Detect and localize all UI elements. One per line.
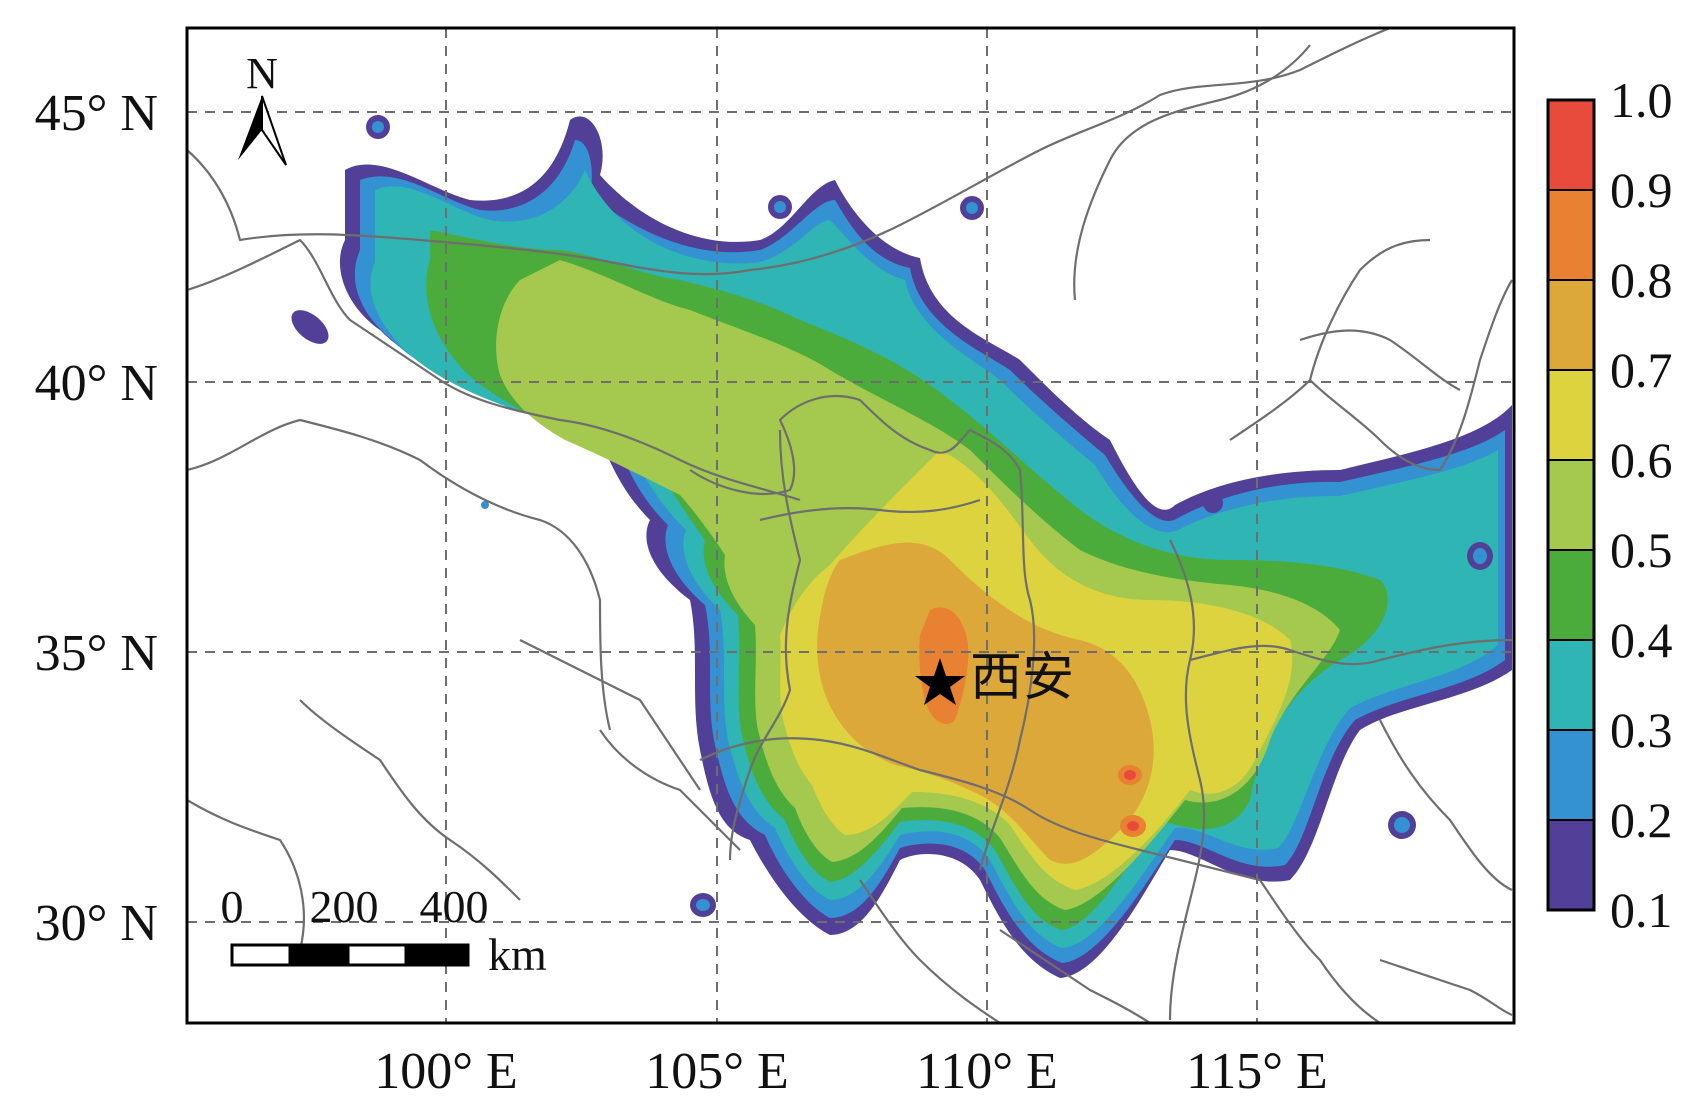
isolated-blob bbox=[1473, 548, 1487, 564]
isolated-blob bbox=[1203, 493, 1223, 513]
isolated-blob bbox=[481, 501, 489, 509]
scale-tick-200: 200 bbox=[310, 881, 379, 932]
lat-label-30n: 30° N bbox=[35, 895, 158, 952]
lon-label-100e: 100° E bbox=[374, 1043, 518, 1100]
legend-label: 0.3 bbox=[1610, 702, 1673, 758]
north-arrow-icon bbox=[238, 95, 287, 166]
isolated-blob bbox=[372, 121, 384, 133]
city-xian: 西安 bbox=[915, 650, 1074, 707]
contour-layer-0.7 bbox=[817, 542, 1154, 864]
legend-swatch bbox=[1547, 279, 1595, 371]
color-legend: 1.0 0.9 0.8 0.7 0.6 0.5 0.4 0.3 0.2 0.1 bbox=[1546, 72, 1673, 938]
legend-swatch bbox=[1547, 189, 1595, 281]
legend-label: 1.0 bbox=[1610, 72, 1673, 128]
scale-tick-0: 0 bbox=[221, 881, 244, 932]
lat-label-45n: 45° N bbox=[35, 85, 158, 142]
scale-bar: 0 200 400 km bbox=[221, 881, 548, 980]
legend-label: 0.4 bbox=[1610, 612, 1673, 668]
isolated-blob bbox=[291, 310, 329, 344]
scale-unit: km bbox=[488, 929, 547, 980]
legend-frame bbox=[1546, 98, 1596, 912]
legend-swatch bbox=[1547, 549, 1595, 641]
isolated-blob bbox=[774, 201, 786, 213]
longitude-labels: 100° E 105° E 110° E 115° E bbox=[374, 1043, 1328, 1100]
latitude-labels: 45° N 40° N 35° N 30° N bbox=[35, 85, 158, 952]
north-label: N bbox=[246, 49, 278, 98]
lon-label-105e: 105° E bbox=[645, 1043, 789, 1100]
graticule bbox=[187, 28, 1514, 1023]
star-icon bbox=[915, 658, 965, 705]
legend-swatch bbox=[1547, 459, 1595, 551]
contour-hotspot-1.0 bbox=[1127, 821, 1139, 831]
lon-label-115e: 115° E bbox=[1186, 1043, 1328, 1100]
legend-label: 0.8 bbox=[1610, 252, 1673, 308]
legend-swatch bbox=[1547, 99, 1595, 191]
legend-label: 0.5 bbox=[1610, 522, 1673, 578]
legend-label: 0.6 bbox=[1610, 432, 1673, 488]
map-frame bbox=[185, 26, 1516, 1025]
contour-hotspot-1.0 bbox=[1124, 770, 1136, 780]
legend-swatch bbox=[1547, 819, 1595, 911]
legend-swatch bbox=[1547, 639, 1595, 731]
lat-label-40n: 40° N bbox=[35, 355, 158, 412]
scale-tick-400: 400 bbox=[420, 881, 489, 932]
administrative-boundaries bbox=[187, 28, 1513, 1023]
susceptibility-contours bbox=[291, 115, 1512, 979]
legend-swatch bbox=[1547, 369, 1595, 461]
isolated-blob bbox=[966, 202, 978, 214]
lon-label-110e: 110° E bbox=[916, 1043, 1058, 1100]
north-arrow: N bbox=[238, 49, 287, 166]
legend-label: 0.7 bbox=[1610, 342, 1673, 398]
legend-label: 0.9 bbox=[1610, 162, 1673, 218]
isolated-blob bbox=[1394, 817, 1410, 833]
isolated-blob bbox=[696, 899, 710, 911]
city-label: 西安 bbox=[970, 650, 1074, 707]
lat-label-35n: 35° N bbox=[35, 625, 158, 682]
legend-label: 0.2 bbox=[1610, 792, 1673, 848]
legend-swatch bbox=[1547, 729, 1595, 821]
legend-label: 0.1 bbox=[1610, 882, 1673, 938]
